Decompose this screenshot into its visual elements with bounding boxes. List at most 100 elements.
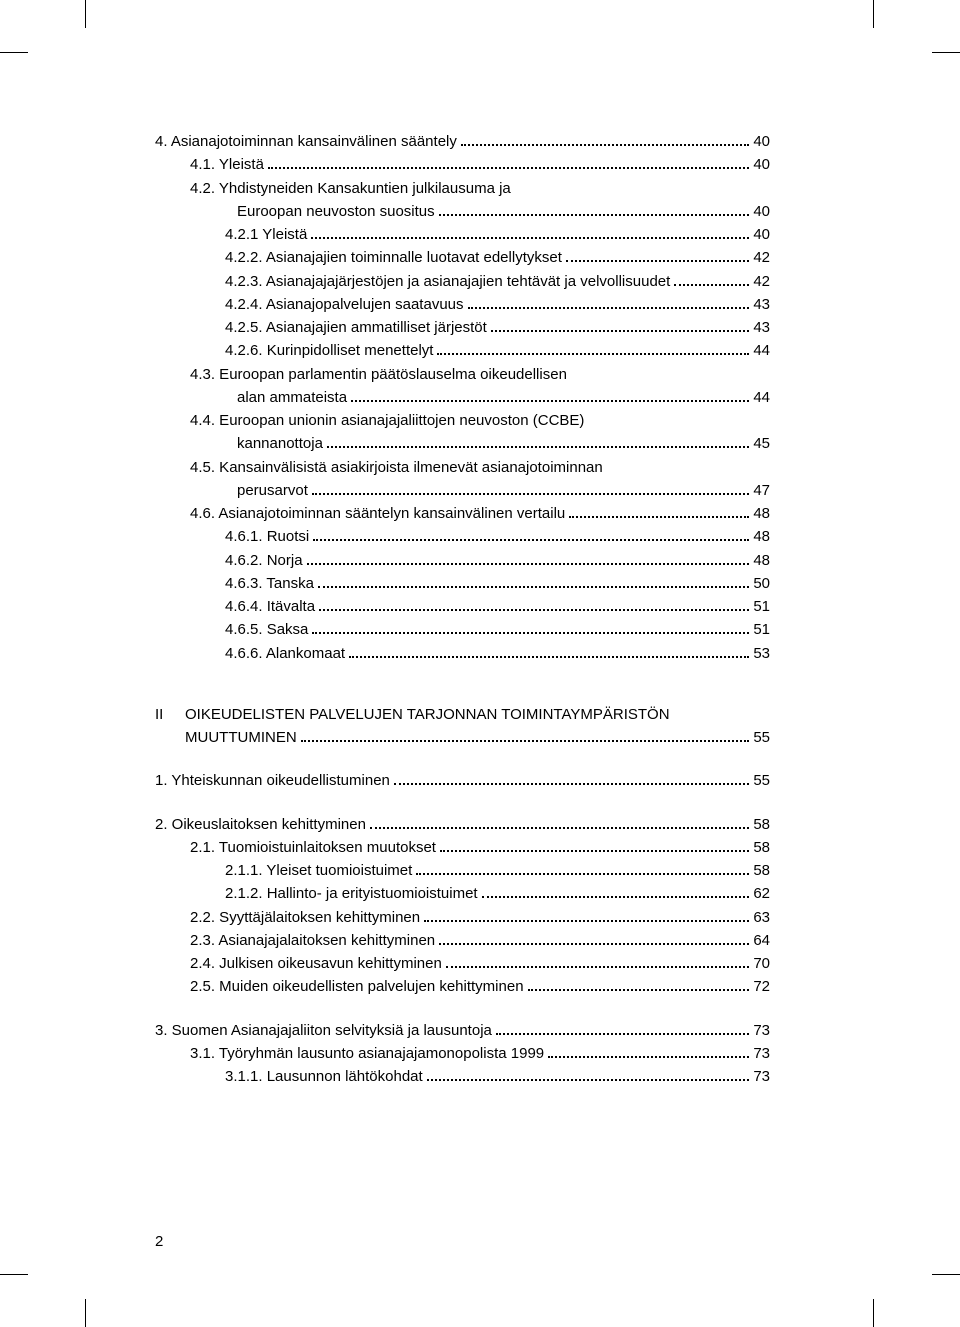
page-ref: 64 xyxy=(753,929,770,952)
page-ref: 42 xyxy=(753,270,770,293)
toc-entry: kannanottoja45 xyxy=(155,432,770,455)
leader-dots xyxy=(468,307,750,309)
leader-dots xyxy=(394,783,749,785)
spacer xyxy=(155,726,185,749)
toc-entry: perusarvot47 xyxy=(155,479,770,502)
leader-dots xyxy=(301,740,750,742)
toc-entry: 4.2.5. Asianajajien ammatilliset järjest… xyxy=(155,316,770,339)
leader-dots xyxy=(307,563,750,565)
toc-entry-text: alan ammateista xyxy=(237,386,347,409)
toc-entry-text: 4.4. Euroopan unionin asianajajaliittoje… xyxy=(190,409,584,432)
toc-entry: 1. Yhteiskunnan oikeudellistuminen55 xyxy=(155,769,770,792)
page-number: 2 xyxy=(155,1233,163,1250)
toc-entry: 4.5. Kansainvälisistä asiakirjoista ilme… xyxy=(155,456,770,479)
page-ref: 48 xyxy=(753,549,770,572)
toc-entry: 4.2.2. Asianajajien toiminnalle luotavat… xyxy=(155,246,770,269)
toc-entry: 4.2.4. Asianajopalvelujen saatavuus43 xyxy=(155,293,770,316)
toc-entry: 4.2.6. Kurinpidolliset menettelyt44 xyxy=(155,339,770,362)
page-ref: 73 xyxy=(753,1065,770,1088)
toc-entry: 3. Suomen Asianajajaliiton selvityksiä j… xyxy=(155,1019,770,1042)
leader-dots xyxy=(566,260,749,262)
toc-entry: Euroopan neuvoston suositus40 xyxy=(155,200,770,223)
toc-entry-text: 3.1. Työryhmän lausunto asianajajamonopo… xyxy=(190,1042,544,1065)
leader-dots xyxy=(569,516,749,518)
toc-block: 1. Yhteiskunnan oikeudellistuminen55 2. O… xyxy=(155,769,770,1088)
toc-entry: alan ammateista44 xyxy=(155,386,770,409)
leader-dots xyxy=(674,284,749,286)
page-ref: 73 xyxy=(753,1019,770,1042)
toc-entry-text: 3.1.1. Lausunnon lähtökohdat xyxy=(225,1065,423,1088)
page-ref: 42 xyxy=(753,246,770,269)
page-ref: 55 xyxy=(753,726,770,749)
toc-entry: 2.5. Muiden oikeudellisten palvelujen ke… xyxy=(155,975,770,998)
toc-entry: 2. Oikeuslaitoksen kehittyminen 58 xyxy=(155,813,770,836)
toc-entry-text: 2.3. Asianajajalaitoksen kehittyminen xyxy=(190,929,435,952)
leader-dots xyxy=(548,1056,749,1058)
section-title: OIKEUDELISTEN PALVELUJEN TARJONNAN TOIMI… xyxy=(185,703,670,726)
toc-block: 4. Asianajotoiminnan kansainvälinen sään… xyxy=(155,130,770,665)
toc-entry: 4.3. Euroopan parlamentin päätöslauselma… xyxy=(155,363,770,386)
toc-entry-text: 2.1. Tuomioistuinlaitoksen muutokset xyxy=(190,836,436,859)
toc-entry-text: 4.5. Kansainvälisistä asiakirjoista ilme… xyxy=(190,456,603,479)
page-ref: 58 xyxy=(753,836,770,859)
toc-entry-text: 4. Asianajotoiminnan kansainvälinen sään… xyxy=(155,130,457,153)
toc-entry: 4.1. Yleistä40 xyxy=(155,153,770,176)
toc-entry-text: 4.6.5. Saksa xyxy=(225,618,308,641)
toc-entry-text: 4.2.2. Asianajajien toiminnalle luotavat… xyxy=(225,246,562,269)
toc-entry: 2.3. Asianajajalaitoksen kehittyminen 64 xyxy=(155,929,770,952)
page-ref: 58 xyxy=(753,859,770,882)
page-ref: 43 xyxy=(753,293,770,316)
page-ref: 50 xyxy=(753,572,770,595)
toc-entry: 4.6.4. Itävalta51 xyxy=(155,595,770,618)
section-heading-continuation: MUUTTUMINEN 55 xyxy=(155,726,770,749)
leader-dots xyxy=(496,1033,749,1035)
toc-entry: 3.1.1. Lausunnon lähtökohdat 73 xyxy=(155,1065,770,1088)
leader-dots xyxy=(319,609,749,611)
page-ref: 44 xyxy=(753,339,770,362)
leader-dots xyxy=(461,144,749,146)
toc-entry-text: 2.1.1. Yleiset tuomioistuimet xyxy=(225,859,412,882)
toc-entry-text: 2.1.2. Hallinto- ja erityistuomioistuime… xyxy=(225,882,478,905)
toc-entry: 4.6. Asianajotoiminnan sääntelyn kansain… xyxy=(155,502,770,525)
toc-entry-text: 4.2. Yhdistyneiden Kansakuntien julkilau… xyxy=(190,177,511,200)
page-ref: 48 xyxy=(753,502,770,525)
leader-dots xyxy=(424,920,749,922)
crop-mark xyxy=(0,1274,28,1275)
toc-entry: 4.2. Yhdistyneiden Kansakuntien julkilau… xyxy=(155,177,770,200)
toc-entry-text: 4.6.1. Ruotsi xyxy=(225,525,309,548)
page-ref: 70 xyxy=(753,952,770,975)
leader-dots xyxy=(437,353,749,355)
leader-dots xyxy=(312,632,749,634)
page-ref: 48 xyxy=(753,525,770,548)
toc-entry: 2.1. Tuomioistuinlaitoksen muutokset 58 xyxy=(155,836,770,859)
leader-dots xyxy=(311,237,749,239)
page-ref: 51 xyxy=(753,595,770,618)
toc-entry: 4.6.1. Ruotsi 48 xyxy=(155,525,770,548)
page-ref: 58 xyxy=(753,813,770,836)
page-ref: 51 xyxy=(753,618,770,641)
toc-entry-text: 2. Oikeuslaitoksen kehittyminen xyxy=(155,813,366,836)
leader-dots xyxy=(318,586,749,588)
toc-entry: 4.2.1 Yleistä40 xyxy=(155,223,770,246)
toc-entry-text: 4.1. Yleistä xyxy=(190,153,264,176)
leader-dots xyxy=(439,214,750,216)
page-ref: 72 xyxy=(753,975,770,998)
section-heading: II OIKEUDELISTEN PALVELUJEN TARJONNAN TO… xyxy=(155,703,770,726)
toc-entry: 2.1.1. Yleiset tuomioistuimet 58 xyxy=(155,859,770,882)
leader-dots xyxy=(351,400,749,402)
page-ref: 40 xyxy=(753,130,770,153)
toc-entry-text: 4.6. Asianajotoiminnan sääntelyn kansain… xyxy=(190,502,565,525)
crop-mark xyxy=(85,0,86,28)
toc-entry-text: 2.4. Julkisen oikeusavun kehittyminen xyxy=(190,952,442,975)
leader-dots xyxy=(491,330,750,332)
leader-dots xyxy=(439,943,749,945)
leader-dots xyxy=(416,873,749,875)
document-page: 4. Asianajotoiminnan kansainvälinen sään… xyxy=(0,0,960,1327)
leader-dots xyxy=(268,167,749,169)
toc-entry-text: 4.3. Euroopan parlamentin päätöslauselma… xyxy=(190,363,567,386)
crop-mark xyxy=(932,1274,960,1275)
leader-dots xyxy=(427,1079,750,1081)
crop-mark xyxy=(85,1299,86,1327)
toc-entry: 3.1. Työryhmän lausunto asianajajamonopo… xyxy=(155,1042,770,1065)
toc-entry-text: 4.2.5. Asianajajien ammatilliset järjest… xyxy=(225,316,487,339)
